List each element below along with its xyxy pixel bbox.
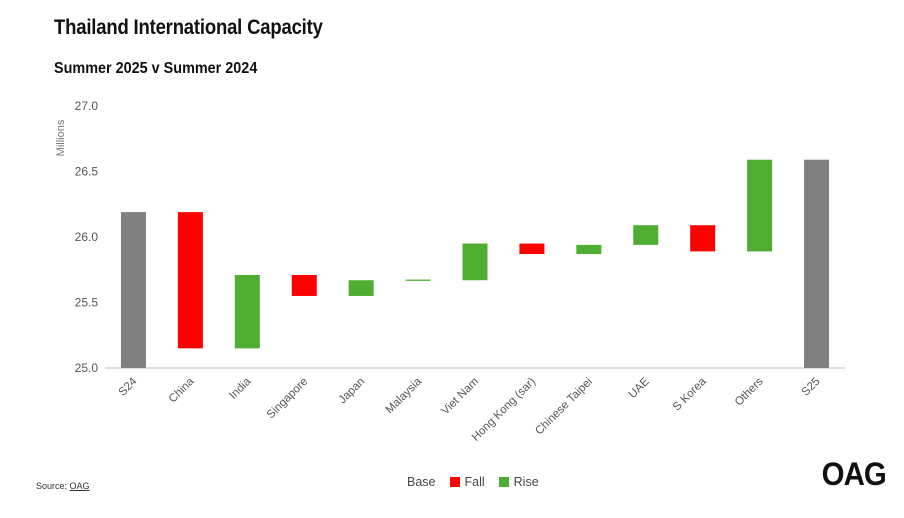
legend-item-fall: Fall — [449, 475, 485, 489]
legend-label-rise: Rise — [513, 475, 539, 489]
bar-japan — [348, 280, 374, 296]
x-tick-label-chinese-taipei: Chinese Taipei — [533, 376, 595, 438]
legend-swatch-base — [392, 477, 402, 487]
chart-subtitle: Summer 2025 v Summer 2024 — [54, 60, 258, 77]
chart-title: Thailand International Capacity — [54, 16, 323, 39]
bar-s25 — [804, 159, 830, 368]
y-tick-label: 25.0 — [75, 361, 99, 375]
x-tick-label-uae: UAE — [627, 375, 652, 400]
y-tick-label: 26.0 — [75, 230, 99, 244]
chart-legend: Base Fall Rise — [392, 475, 547, 489]
x-tick-label-viet-nam: Viet Nam — [439, 376, 481, 418]
y-axis-title: Millions — [55, 119, 67, 156]
source-note: Source: OAG — [36, 481, 90, 491]
bar-singapore — [291, 274, 317, 296]
bar-uae — [633, 225, 659, 245]
x-tick-label-india: India — [227, 375, 254, 402]
bar-s-korea — [690, 225, 716, 252]
bar-chinese-taipei — [576, 244, 602, 255]
legend-swatch-rise — [498, 477, 509, 487]
x-tick-label-s-korea: S Korea — [671, 375, 709, 413]
legend-label-base: Base — [407, 475, 436, 489]
bar-others — [747, 159, 773, 252]
bar-malaysia — [405, 279, 431, 281]
x-tick-label-s24: S24 — [117, 375, 140, 398]
legend-item-base: Base — [392, 475, 436, 489]
bar-india — [234, 274, 260, 349]
source-prefix: Source: — [36, 481, 70, 491]
oag-logo: OAG — [821, 456, 887, 492]
y-tick-label: 26.5 — [75, 165, 99, 179]
x-tick-label-s25: S25 — [800, 376, 823, 399]
bar-viet-nam — [462, 243, 488, 281]
bar-hong-kong-sar- — [519, 243, 545, 255]
x-tick-label-malaysia: Malaysia — [384, 375, 425, 416]
legend-swatch-fall — [449, 477, 460, 487]
bar-china — [177, 212, 203, 349]
x-tick-label-china: China — [167, 375, 197, 405]
x-tick-label-others: Others — [733, 375, 766, 408]
legend-item-rise: Rise — [498, 475, 539, 489]
x-tick-label-singapore: Singapore — [265, 376, 311, 422]
y-tick-label: 27.0 — [75, 99, 99, 113]
x-tick-label-hong-kong-sar-: Hong Kong (sar) — [470, 376, 538, 444]
source-link[interactable]: OAG — [69, 481, 90, 491]
x-tick-label-japan: Japan — [337, 376, 368, 407]
legend-label-fall: Fall — [464, 475, 485, 489]
y-tick-label: 25.5 — [75, 296, 99, 310]
bar-s24 — [120, 212, 146, 368]
